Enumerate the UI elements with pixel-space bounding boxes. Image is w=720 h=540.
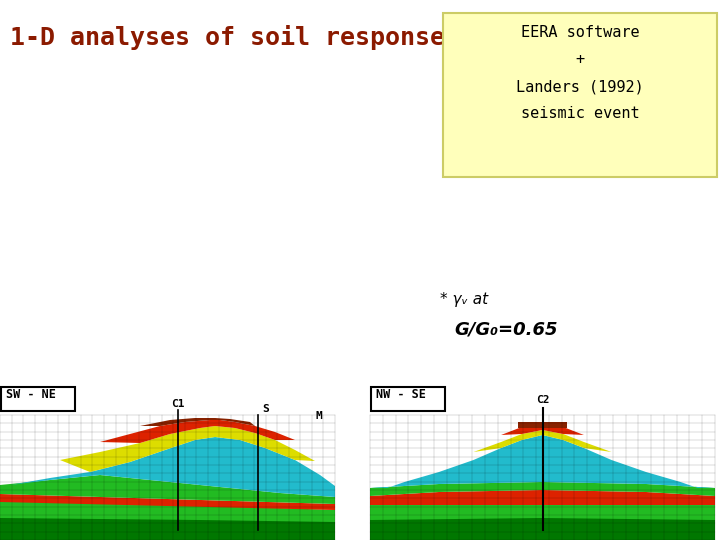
Polygon shape	[0, 475, 335, 504]
Polygon shape	[370, 518, 715, 540]
Text: SW - NE: SW - NE	[6, 388, 56, 401]
FancyBboxPatch shape	[371, 387, 445, 411]
Polygon shape	[0, 500, 335, 540]
Polygon shape	[60, 426, 315, 472]
Polygon shape	[0, 518, 335, 540]
Polygon shape	[100, 420, 295, 443]
Text: * γᵥ at: * γᵥ at	[440, 292, 488, 307]
Text: NW - SE: NW - SE	[376, 388, 426, 401]
Polygon shape	[0, 494, 335, 510]
Polygon shape	[370, 482, 715, 496]
FancyBboxPatch shape	[443, 13, 717, 177]
Text: 1-D analyses of soil response . . . .: 1-D analyses of soil response . . . .	[10, 25, 565, 50]
Polygon shape	[370, 490, 715, 505]
FancyBboxPatch shape	[1, 387, 75, 411]
Text: EERA software
+
Landers (1992)
seismic event: EERA software + Landers (1992) seismic e…	[516, 25, 644, 121]
Polygon shape	[518, 422, 567, 428]
Text: S: S	[262, 404, 269, 414]
Text: G/G₀=0.65: G/G₀=0.65	[454, 320, 557, 338]
Polygon shape	[140, 418, 255, 426]
Polygon shape	[10, 437, 335, 497]
Text: C1: C1	[171, 399, 185, 409]
Polygon shape	[370, 496, 715, 540]
Polygon shape	[474, 430, 611, 452]
Polygon shape	[370, 435, 715, 488]
Text: M: M	[315, 411, 322, 421]
Polygon shape	[501, 424, 584, 435]
Text: C2: C2	[536, 395, 549, 405]
